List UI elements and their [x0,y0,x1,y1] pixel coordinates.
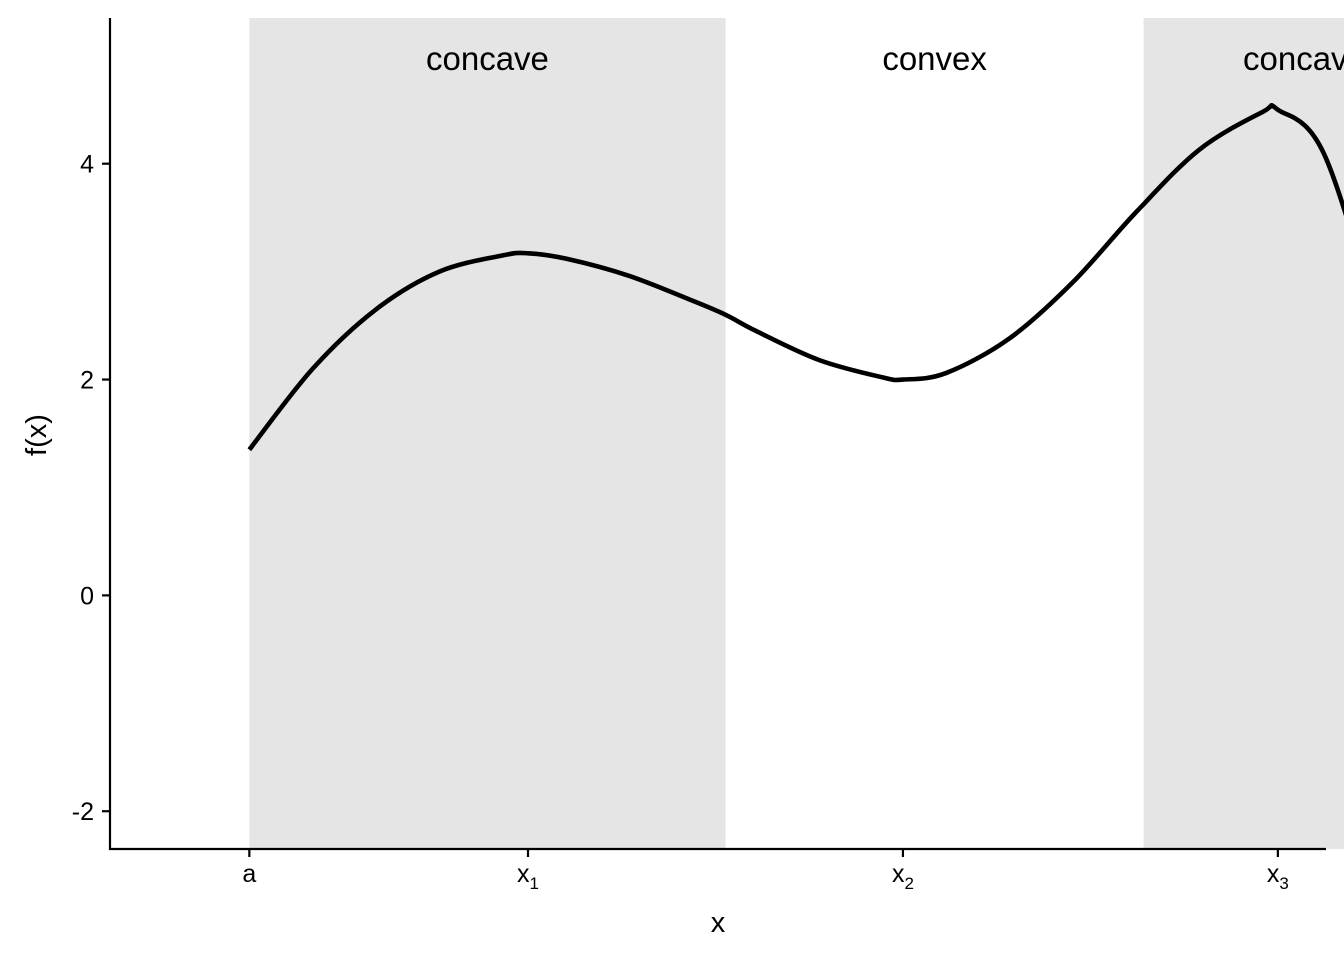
y-tick-label: -2 [72,798,94,826]
x-tick-label: a [242,860,256,888]
x-tick-label-main: x [892,860,905,888]
y-axis-ticks: -2 0 2 4 [72,151,110,826]
y-tick-label: 4 [80,151,94,179]
x-tick-label: x3 [1267,860,1289,893]
shaded-region-2 [1143,18,1344,849]
region-label-1: convex [882,40,987,77]
y-tick-label: 0 [80,582,94,610]
y-axis-title: f(x) [21,414,53,456]
x-tick-label-main: x [1267,860,1280,888]
x-tick-label-main: a [242,860,256,888]
x-axis-ticks: ax1x2x3b [242,849,1289,893]
x-tick-label: x1 [517,860,539,893]
region-label-2: concave [1243,40,1344,77]
x-tick-label-main: x [517,860,530,888]
x-tick-label: x2 [892,860,914,893]
series-line [247,102,1344,452]
x-axis-title: x [711,907,726,939]
x-tick-label-subscript: 3 [1279,874,1288,893]
shaded-region-0 [249,18,726,849]
x-tick-label-subscript: 2 [904,874,913,893]
shaded-regions: concave convex concave [249,18,1344,849]
x-tick-label-subscript: 1 [530,874,539,893]
y-tick-label: 2 [80,367,94,395]
region-label-0: concave [426,40,549,77]
